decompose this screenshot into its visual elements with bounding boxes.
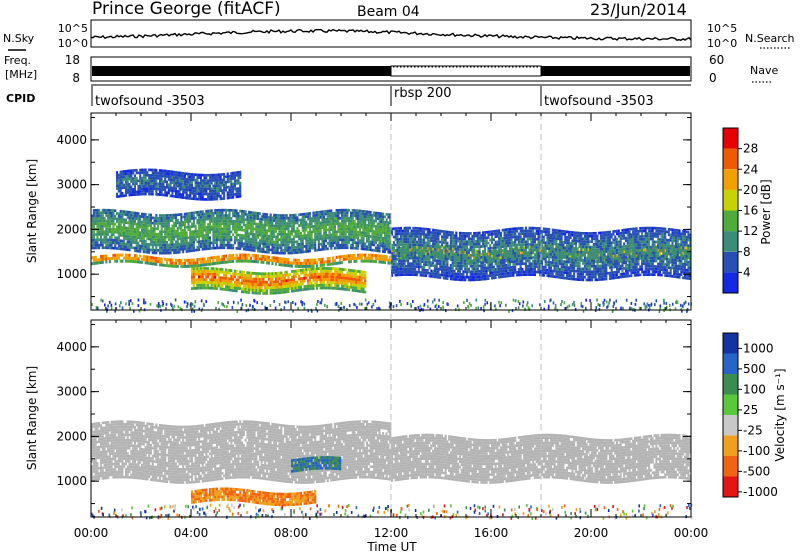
velocity-colorbar-swatch-4 <box>723 415 738 436</box>
power-colorbar-swatch-0 <box>723 272 738 293</box>
power-colorbar-swatch-4 <box>723 190 738 211</box>
power-colorbar-tick-4: 12 <box>743 224 758 238</box>
x-tick-label-5: 20:00 <box>574 526 609 540</box>
cpid-label: CPID <box>6 92 35 105</box>
power-colorbar-tick-3: 16 <box>743 204 758 218</box>
cpid-segment-2: rbsp 200 <box>394 86 452 101</box>
power-ylabel: Slant Range [km] <box>25 159 39 263</box>
power-colorbar-tick-0: 28 <box>743 142 758 156</box>
noise-left-tick-top: 10^5 <box>58 22 88 35</box>
velocity-colorbar-swatch-1 <box>723 354 738 375</box>
power-colorbar-swatch-3 <box>723 211 738 232</box>
power-band-0 <box>91 254 391 268</box>
velocity-colorbar-swatch-6 <box>723 456 738 477</box>
velocity-colorbar-label: Velocity [m s⁻¹] <box>773 368 787 461</box>
velocity-colorbar-swatch-2 <box>723 374 738 395</box>
velocity-colorbar-tick-1: 500 <box>743 362 766 376</box>
freq-left-tick-top: 18 <box>65 53 80 67</box>
beam-title: Beam 04 <box>357 4 420 20</box>
freq-bar-1 <box>92 66 391 76</box>
freq-label-top: Freq. <box>4 54 31 67</box>
noise-left-tick-bottom: 10^0 <box>58 37 88 50</box>
noise-trace <box>91 30 691 41</box>
x-tick-label-1: 04:00 <box>174 526 209 540</box>
velocity-colorbar-tick-5: -100 <box>743 444 770 458</box>
power-low-range-strip <box>91 298 692 313</box>
power-ytick-label-1: 2000 <box>56 222 87 236</box>
freq-label-bottom: [MHz] <box>5 68 37 81</box>
power-colorbar-label: Power [dB] <box>759 179 773 244</box>
x-tick-label-0: 00:00 <box>74 526 109 540</box>
power-ytick-label-3: 4000 <box>56 133 87 147</box>
velocity-colorbar-tick-3: 25 <box>743 403 758 417</box>
velocity-colorbar-tick-6: -500 <box>743 464 770 478</box>
velocity-low-range-strip <box>91 504 693 520</box>
freq-right-tick-bottom: 0 <box>709 71 717 85</box>
velocity-band-1 <box>191 488 316 507</box>
velocity-colorbar-swatch-3 <box>723 395 738 416</box>
noise-left-label: N.Sky <box>3 32 35 45</box>
noise-right-tick-top: 10^5 <box>707 22 737 35</box>
nave-label: Nave <box>750 64 778 77</box>
power-band-5 <box>116 169 241 201</box>
power-band-2 <box>191 267 366 295</box>
power-colorbar: 28 24 20 16 12 8 4 Power [dB] <box>723 128 773 293</box>
velocity-colorbar-swatch-5 <box>723 436 738 457</box>
x-tick-label-4: 16:00 <box>474 526 509 540</box>
power-panel: Slant Range [km] 1000 2000 3000 4000 <box>25 113 692 313</box>
x-tick-label-6: 00:00 <box>674 526 709 540</box>
date-title: 23/Jun/2014 <box>590 0 687 19</box>
noise-panel: N.Sky 10^5 10^0 10^5 10^0 N.Search <box>3 20 795 50</box>
velocity-colorbar-tick-4: -25 <box>743 423 763 437</box>
power-colorbar-tick-2: 20 <box>743 183 758 197</box>
power-colorbar-tick-6: 4 <box>743 265 751 279</box>
x-tick-label-3: 12:00 <box>374 526 409 540</box>
velocity-data-layer <box>91 420 693 520</box>
velocity-ytick-label-1: 2000 <box>56 429 87 443</box>
freq-left-tick-bottom: 8 <box>72 71 80 85</box>
velocity-ytick-label-2: 3000 <box>56 385 87 399</box>
power-band-1 <box>91 209 391 255</box>
velocity-colorbar-tick-7: -1000 <box>743 485 778 499</box>
power-colorbar-tick-5: 8 <box>743 245 751 259</box>
power-ytick-label-2: 3000 <box>56 178 87 192</box>
velocity-colorbar-swatch-0 <box>723 333 738 354</box>
power-colorbar-tick-1: 24 <box>743 162 758 176</box>
noise-right-label: N.Search <box>745 32 795 45</box>
cpid-segment-3: twofsound -3503 <box>544 94 654 109</box>
power-colorbar-swatch-7 <box>723 128 738 149</box>
x-tick-label-2: 08:00 <box>274 526 309 540</box>
power-colorbar-swatch-6 <box>723 149 738 170</box>
velocity-band-0 <box>91 420 391 484</box>
freq-right-tick-top: 60 <box>709 53 724 67</box>
x-axis-label: Time UT <box>366 540 417 554</box>
cpid-panel: CPID twofsound -3503 rbsp 200 twofsound … <box>6 85 691 109</box>
velocity-colorbar-swatch-7 <box>723 477 738 498</box>
power-data-layer <box>91 169 692 314</box>
velocity-colorbar-tick-0: 1000 <box>743 341 774 355</box>
station-title: Prince George (fitACF) <box>92 0 281 19</box>
velocity-ytick-label-3: 4000 <box>56 340 87 354</box>
velocity-panel: Slant Range [km] 1000 2000 3000 4000 <box>25 320 693 520</box>
velocity-ylabel: Slant Range [km] <box>25 366 39 470</box>
power-ytick-label-0: 1000 <box>56 267 87 281</box>
velocity-ytick-label-0: 1000 <box>56 474 87 488</box>
power-colorbar-swatch-1 <box>723 252 738 273</box>
frequency-panel: Freq. [MHz] 18 8 60 0 Nave <box>4 53 778 85</box>
velocity-colorbar-tick-2: 100 <box>743 382 766 396</box>
freq-bar-3 <box>541 66 690 76</box>
noise-right-tick-bottom: 10^0 <box>707 37 737 50</box>
velocity-colorbar: 1000 500 100 25 -25 -100 -500 -1000 Velocity [m… <box>723 333 787 499</box>
power-colorbar-swatch-5 <box>723 169 738 190</box>
cpid-segment-1: twofsound -3503 <box>95 94 205 109</box>
freq-bar-2 <box>391 66 541 76</box>
power-colorbar-swatch-2 <box>723 231 738 252</box>
